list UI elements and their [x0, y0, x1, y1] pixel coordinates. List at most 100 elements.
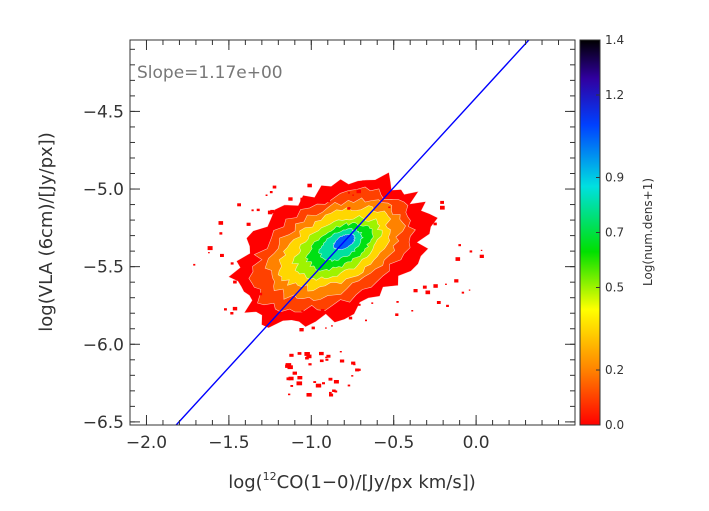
- outlier-point: [422, 285, 427, 289]
- colorbar-tick-label: 0.9: [605, 171, 624, 185]
- outlier-point: [285, 363, 292, 367]
- outlier-point: [468, 289, 471, 291]
- outlier-point: [469, 250, 473, 253]
- outlier-point: [325, 198, 331, 203]
- outlier-point: [325, 358, 329, 361]
- outlier-point: [351, 361, 356, 365]
- y-tick-label: −5.0: [83, 180, 124, 200]
- outlier-point: [308, 363, 312, 366]
- colorbar-tick-label: 0.2: [605, 363, 624, 377]
- outlier-point: [237, 203, 241, 207]
- y-axis-label: log(VLA (6cm)/[Jy/px]): [36, 132, 57, 331]
- y-tick-label: −5.5: [83, 258, 124, 278]
- outlier-point: [313, 381, 317, 383]
- outlier-point: [265, 194, 268, 196]
- outlier-point: [287, 365, 293, 370]
- outlier-point: [296, 381, 303, 386]
- colorbar-tick-label: 1.2: [605, 88, 624, 102]
- outlier-point: [356, 189, 361, 194]
- outlier-point: [348, 316, 353, 320]
- outlier-point: [339, 359, 345, 363]
- outlier-point: [347, 384, 351, 387]
- outlier-point: [270, 209, 275, 214]
- outlier-point: [305, 356, 309, 360]
- outlier-point: [297, 376, 303, 380]
- outlier-point: [304, 352, 310, 356]
- outlier-point: [208, 252, 210, 254]
- outlier-point: [352, 194, 354, 196]
- colorbar-label: Log(num.dens+1): [641, 178, 655, 286]
- outlier-point: [347, 207, 351, 210]
- outlier-point: [479, 254, 484, 258]
- outlier-point: [349, 302, 353, 306]
- outlier-point: [325, 327, 327, 329]
- x-axis-label: log(12CO(1−0)/[Jy/px km/s]): [228, 470, 476, 493]
- outlier-point: [307, 183, 312, 188]
- outlier-point: [362, 180, 366, 184]
- outlier-point: [306, 354, 312, 359]
- outlier-point: [253, 294, 258, 298]
- outlier-point: [300, 197, 306, 202]
- outlier-point: [396, 301, 399, 303]
- outlier-point: [351, 375, 354, 377]
- outlier-point: [454, 279, 459, 283]
- colorbar-tick-label: 1.4: [605, 33, 624, 47]
- colorbar-tick-label: 0.7: [605, 226, 624, 240]
- outlier-point: [306, 393, 312, 397]
- outlier-point: [331, 325, 333, 327]
- outlier-point: [256, 208, 260, 212]
- outlier-point: [425, 290, 431, 295]
- outlier-point: [224, 308, 227, 311]
- outlier-point: [388, 206, 391, 209]
- outlier-point: [357, 368, 361, 371]
- outlier-point: [412, 207, 417, 211]
- x-tick-label: 0.0: [463, 433, 490, 453]
- outlier-point: [426, 227, 429, 229]
- outlier-point: [286, 377, 291, 381]
- outlier-point: [339, 351, 342, 353]
- outlier-point: [233, 280, 237, 284]
- outlier-point: [246, 222, 251, 226]
- outlier-point: [269, 191, 273, 194]
- y-tick-label: −6.5: [83, 413, 124, 433]
- outlier-point: [440, 205, 445, 210]
- outlier-point: [230, 262, 234, 265]
- outlier-point: [334, 390, 338, 393]
- outlier-point: [288, 393, 291, 396]
- outlier-point: [269, 320, 275, 325]
- outlier-point: [436, 301, 441, 304]
- outlier-point: [358, 303, 361, 306]
- outlier-point: [413, 289, 418, 293]
- outlier-point: [289, 353, 294, 357]
- outlier-point: [207, 246, 213, 251]
- outlier-point: [290, 385, 294, 387]
- outlier-point: [355, 368, 360, 372]
- outlier-point: [461, 291, 465, 294]
- outlier-point: [455, 257, 461, 261]
- outlier-point: [446, 304, 449, 307]
- density-contours: [227, 171, 439, 329]
- outlier-point: [365, 319, 367, 322]
- x-tick-label: −2.0: [126, 433, 167, 453]
- outlier-point: [440, 200, 444, 204]
- outlier-point: [220, 253, 224, 257]
- outlier-point: [322, 382, 325, 385]
- outlier-point: [288, 376, 294, 381]
- fit-line: [175, 40, 530, 425]
- outlier-point: [233, 275, 238, 279]
- outlier-point: [193, 263, 196, 266]
- outlier-point: [272, 185, 277, 189]
- outlier-points: [193, 180, 484, 397]
- outlier-point: [299, 328, 304, 332]
- outlier-point: [311, 326, 315, 330]
- outlier-point: [433, 284, 438, 288]
- outlier-point: [398, 190, 402, 194]
- outlier-point: [232, 306, 238, 311]
- outlier-point: [319, 351, 324, 356]
- y-tick-label: −6.0: [83, 335, 124, 355]
- x-tick-label: −1.0: [291, 433, 332, 453]
- outlier-point: [371, 302, 374, 304]
- x-tick-label: −0.5: [373, 433, 414, 453]
- colorbar-tick-label: 0.0: [605, 418, 624, 432]
- plot-frame: [129, 39, 576, 426]
